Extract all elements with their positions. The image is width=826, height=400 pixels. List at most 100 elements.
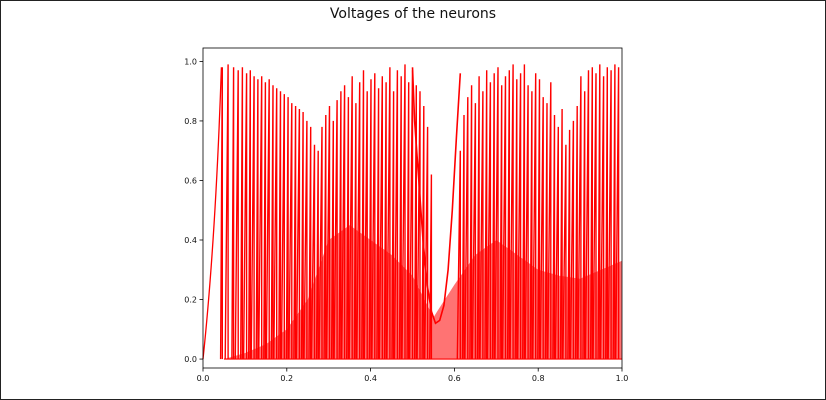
x-axis: 0.0 0.2 0.4 0.6 0.8 1.0 — [197, 368, 629, 383]
y-tick-label: 0.2 — [184, 296, 197, 305]
voltage-spike — [348, 76, 353, 360]
voltage-spike — [323, 114, 327, 360]
voltage-spike — [346, 97, 350, 360]
voltage-spike — [406, 82, 410, 360]
voltage-spike — [240, 67, 244, 360]
x-tick-label: 1.0 — [616, 374, 629, 383]
voltage-spike — [469, 85, 473, 360]
voltage-spike — [544, 103, 548, 360]
voltage-spike — [250, 76, 255, 360]
x-tick-label: 0.8 — [532, 374, 545, 383]
voltage-spike — [300, 111, 304, 360]
voltage-spike — [612, 64, 616, 360]
voltage-spike — [219, 67, 223, 360]
voltage-spike — [464, 97, 469, 360]
voltage-spike — [353, 103, 357, 360]
x-tick-label: 0.6 — [448, 374, 461, 383]
voltage-spike — [333, 100, 338, 360]
voltage-spike — [559, 108, 563, 360]
voltage-spike — [234, 70, 239, 360]
voltage-spike — [584, 70, 590, 360]
voltage-spike — [224, 64, 229, 360]
voltage-spike — [476, 76, 480, 360]
voltage-spike — [378, 76, 383, 360]
voltage-spike — [537, 79, 541, 360]
voltage-spike — [273, 88, 278, 360]
voltage-spike — [416, 91, 421, 360]
voltage-spike — [506, 70, 510, 360]
voltage-spike — [529, 91, 533, 360]
voltage-spike — [589, 67, 593, 360]
voltage-spike — [303, 120, 308, 360]
voltage-spike — [383, 82, 387, 360]
voltage-spike — [486, 82, 492, 360]
voltage-spike — [363, 91, 368, 360]
voltage-spike — [597, 64, 601, 360]
voltage-spike — [242, 73, 248, 360]
voltage-spike — [341, 85, 346, 360]
voltage-spike — [293, 105, 297, 360]
voltage-dip-curve — [411, 67, 462, 325]
voltage-spike — [582, 91, 586, 360]
voltage-spike — [491, 73, 495, 360]
chart-title: Voltages of the neurons — [330, 6, 496, 22]
x-tick-label: 0.4 — [364, 374, 377, 383]
voltage-spike — [263, 82, 267, 360]
voltage-spike — [270, 85, 274, 360]
voltage-spike — [494, 67, 499, 360]
voltage-spike — [265, 79, 270, 360]
x-tick-label: 0.2 — [280, 374, 293, 383]
voltage-spike — [310, 144, 316, 360]
voltage-spike — [547, 82, 552, 360]
voltage-spike — [607, 70, 612, 360]
voltage-spike — [231, 67, 235, 360]
voltage-spike — [517, 73, 522, 360]
voltage-spike — [577, 76, 582, 360]
voltage-spike — [361, 70, 365, 360]
voltage-spike — [278, 91, 282, 360]
voltage-spike — [514, 79, 518, 360]
voltage-spike — [318, 126, 323, 360]
voltage-spike — [429, 174, 433, 360]
voltage-spike — [522, 64, 526, 360]
voltage-spike — [567, 129, 571, 360]
voltage-spike — [285, 97, 289, 360]
voltage-spike — [401, 64, 406, 360]
voltage-spike — [280, 94, 285, 360]
y-tick-label: 0.6 — [184, 176, 197, 185]
x-tick-label: 0.0 — [197, 374, 210, 383]
voltage-spike — [501, 76, 507, 360]
voltage-spike — [338, 91, 342, 360]
y-tick-label: 0.0 — [184, 355, 197, 364]
voltage-spike — [413, 85, 417, 360]
voltage-spike — [471, 103, 477, 360]
voltage-spike — [569, 120, 575, 360]
voltage-spike — [393, 70, 399, 360]
plot-area-border — [202, 47, 623, 369]
voltage-spike — [325, 105, 331, 360]
voltage-spike — [539, 97, 544, 360]
voltage-spike — [599, 76, 605, 360]
voltage-spike — [288, 103, 293, 360]
y-tick-label: 0.8 — [184, 117, 197, 126]
voltage-spike — [421, 105, 425, 360]
voltage-spike — [461, 114, 465, 360]
voltage-spike — [391, 91, 395, 360]
voltage-spike — [330, 120, 334, 360]
voltage-spike — [356, 82, 361, 360]
voltage-spike — [255, 79, 259, 360]
voltage-spike — [552, 114, 556, 360]
voltage-spike — [376, 88, 380, 360]
voltage-spike — [554, 126, 559, 360]
voltage-spike — [574, 105, 578, 360]
plot-content — [202, 64, 622, 360]
voltage-spike — [368, 79, 372, 360]
voltage-spike — [509, 64, 514, 360]
voltage-spike — [499, 85, 503, 360]
y-tick-label: 1.0 — [184, 57, 197, 66]
voltage-spike — [605, 67, 608, 360]
voltage-spike — [258, 76, 263, 360]
voltage-spike — [615, 67, 620, 360]
voltage-spike — [398, 76, 402, 360]
